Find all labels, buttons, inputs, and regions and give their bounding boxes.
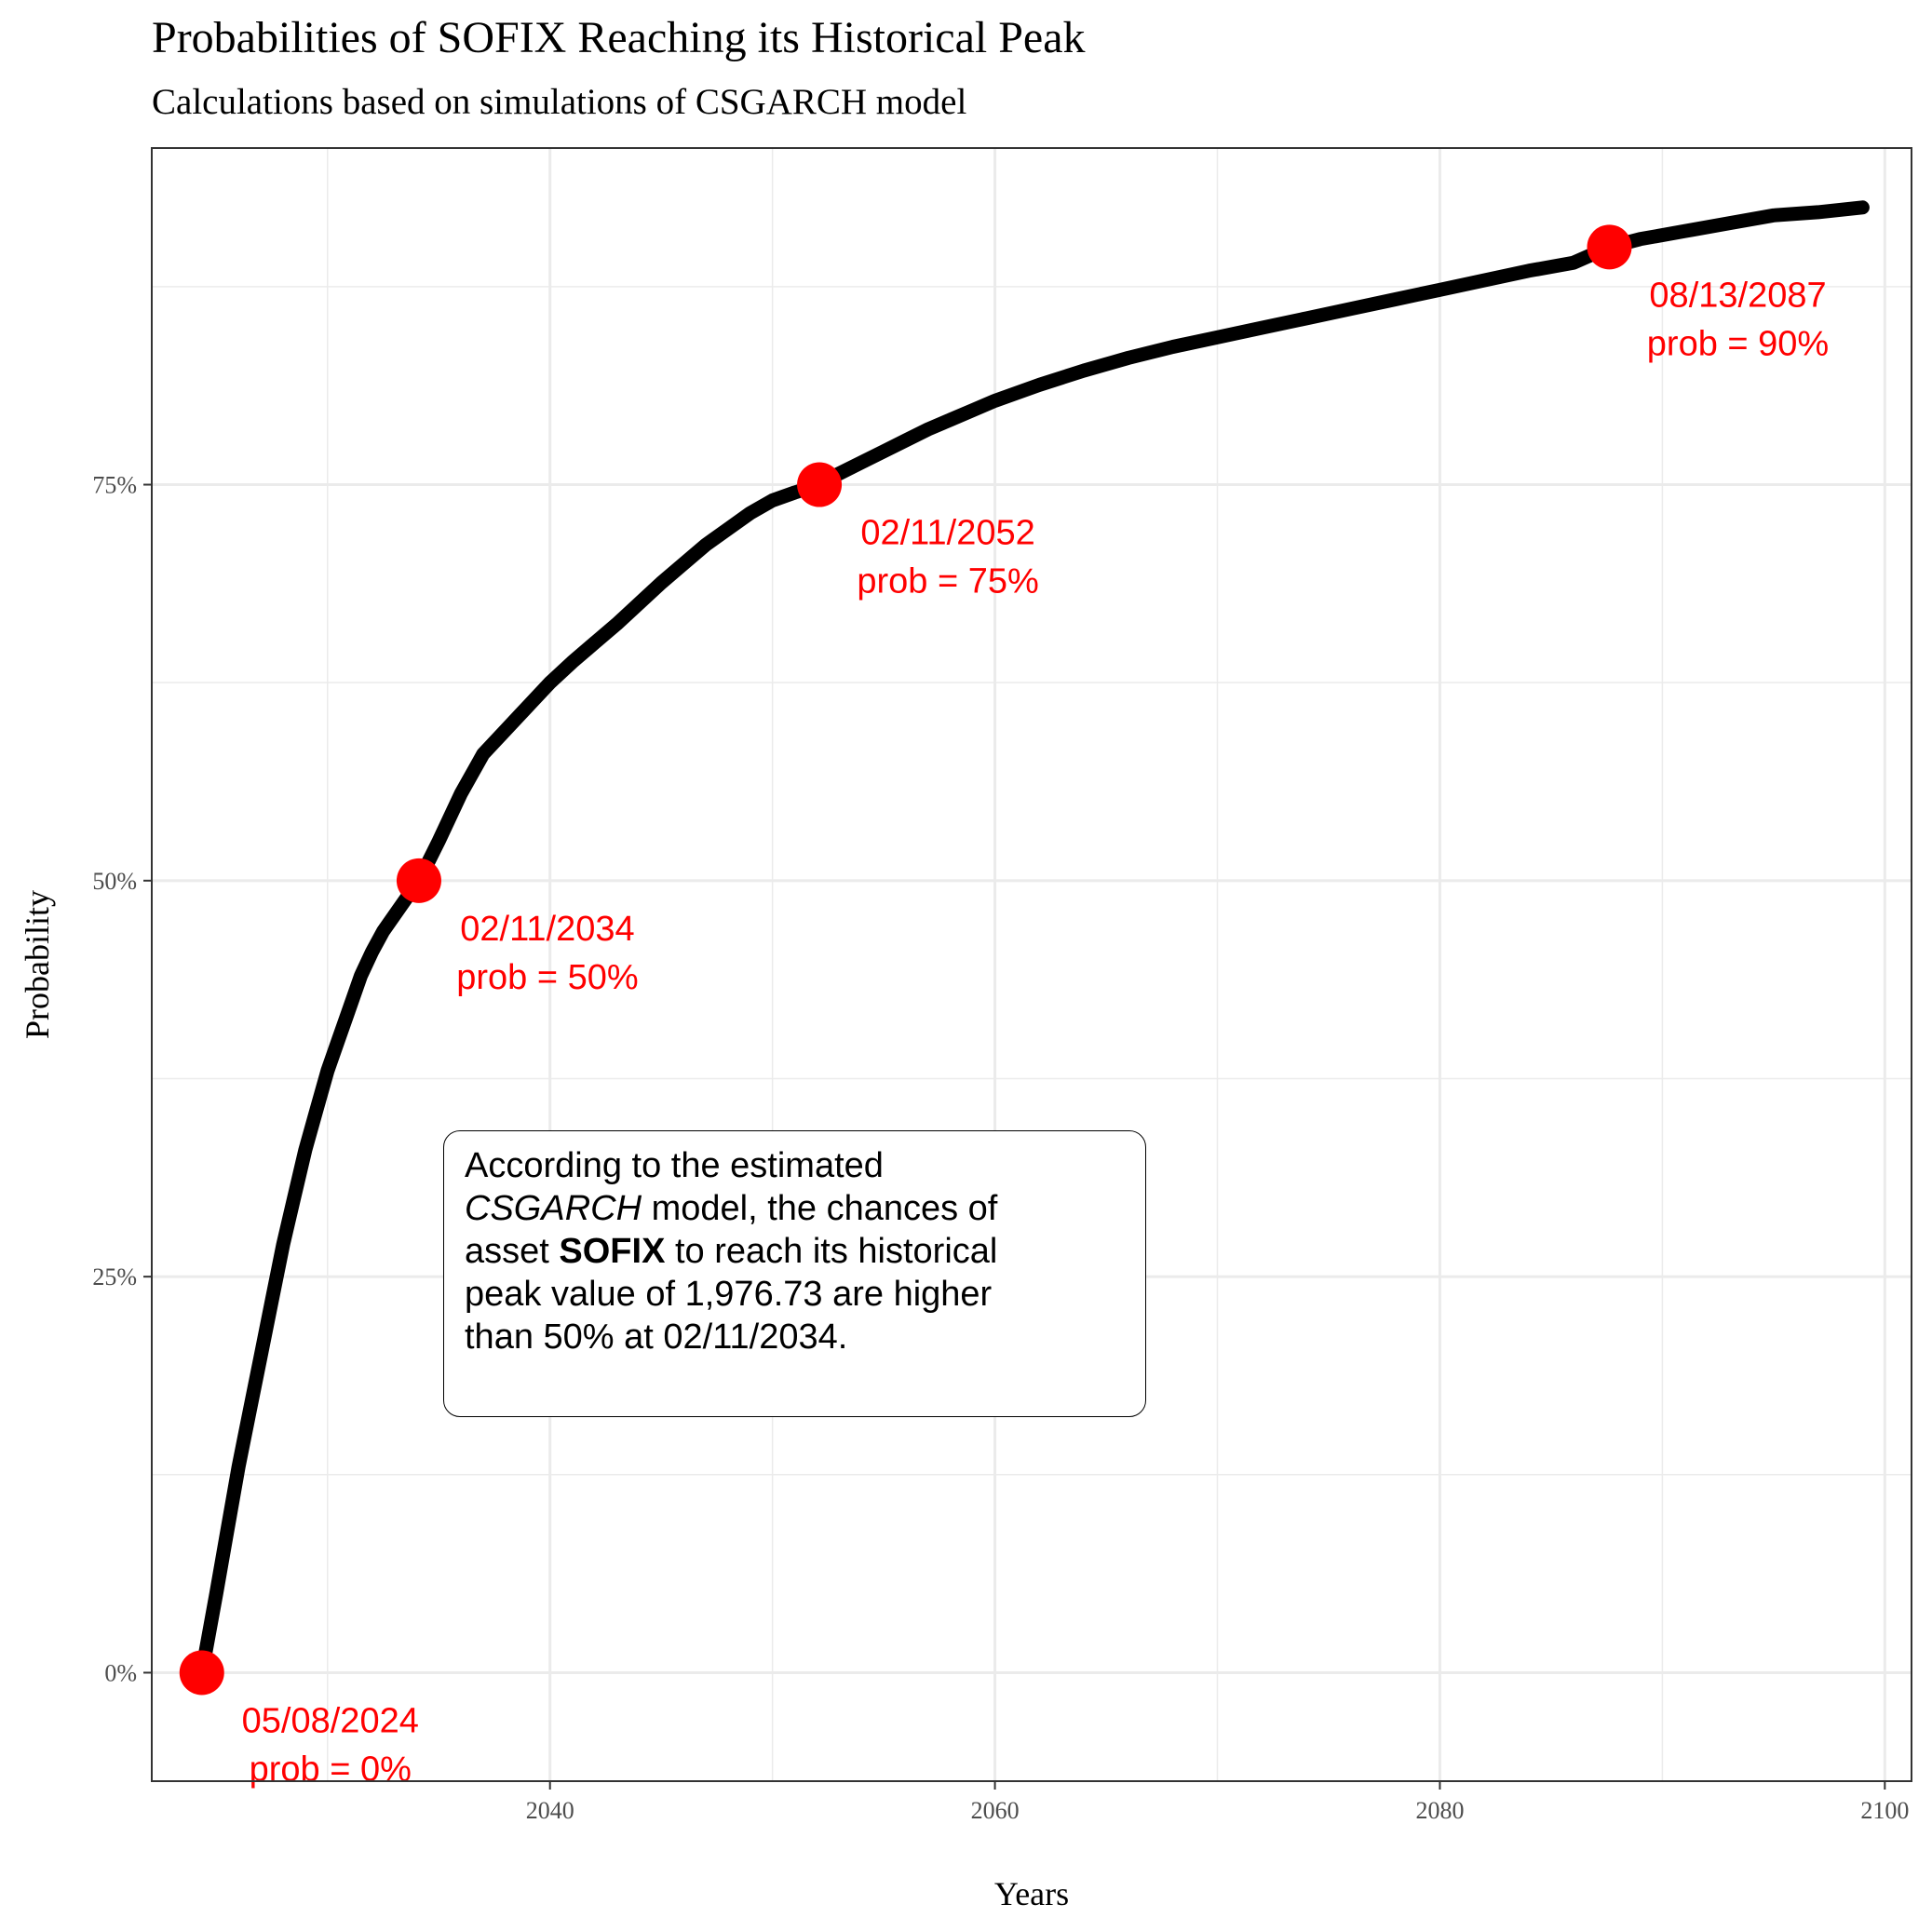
point-date-label: 02/11/2052	[860, 514, 1034, 553]
highlight-point	[797, 462, 843, 507]
point-date-label: 05/08/2024	[242, 1701, 419, 1740]
x-tick-label: 2060	[971, 1797, 1020, 1824]
x-tick-label: 2100	[1860, 1797, 1909, 1824]
series-line	[195, 200, 1870, 1680]
series-layer	[195, 200, 1870, 1680]
y-tick-label: 0%	[104, 1659, 137, 1686]
annotation-asset: SOFIX	[559, 1232, 666, 1271]
annotation-line-3-pre: asset	[465, 1232, 560, 1271]
highlight-point	[396, 858, 441, 903]
y-tick-label: 25%	[92, 1263, 137, 1290]
point-prob-label: prob = 0%	[250, 1750, 412, 1789]
plot-border	[151, 147, 1912, 1782]
x-tick-label: 2040	[526, 1797, 574, 1824]
y-axis: 0% 25% 50% 75%	[92, 472, 152, 1686]
highlight-point	[1587, 224, 1632, 270]
y-axis-label: Probability	[19, 890, 56, 1039]
annotation-box: According to the estimated CSGARCH model…	[443, 1130, 1146, 1417]
annotation-line-3: asset SOFIX to reach its historical	[465, 1230, 1125, 1273]
annotation-line-3-text: to reach its historical	[665, 1232, 998, 1271]
annotation-line-2: CSGARCH model, the chances of	[465, 1187, 1125, 1230]
annotation-line-4: peak value of 1,976.73 are higher	[465, 1275, 993, 1314]
annotation-line-2-text: model, the chances of	[642, 1189, 998, 1228]
y-tick-label: 50%	[92, 868, 137, 895]
y-tick-label: 75%	[92, 472, 137, 499]
plot-panel	[152, 148, 1912, 1781]
x-axis: 2040 2060 2080 2100	[526, 1781, 1909, 1824]
annotation-line-5: than 50% at 02/11/2034.	[465, 1317, 848, 1357]
annotation-line-1: According to the estimated	[465, 1146, 884, 1185]
x-tick-label: 2080	[1415, 1797, 1464, 1824]
chart-subtitle: Calculations based on simulations of CSG…	[152, 82, 966, 122]
highlight-point	[179, 1650, 224, 1696]
point-date-label: 02/11/2034	[460, 910, 634, 949]
chart-title: Probabilities of SOFIX Reaching its Hist…	[152, 13, 1086, 62]
point-prob-label: prob = 50%	[456, 958, 638, 997]
point-prob-label: prob = 75%	[857, 562, 1038, 601]
x-axis-label: Years	[994, 1875, 1069, 1912]
point-date-label: 08/13/2087	[1649, 276, 1826, 315]
point-prob-label: prob = 90%	[1647, 324, 1829, 363]
points-layer: 05/08/2024 prob = 0% 02/11/2034 prob = 50% 0…	[179, 224, 1829, 1789]
annotation-model: CSGARCH	[465, 1189, 642, 1228]
